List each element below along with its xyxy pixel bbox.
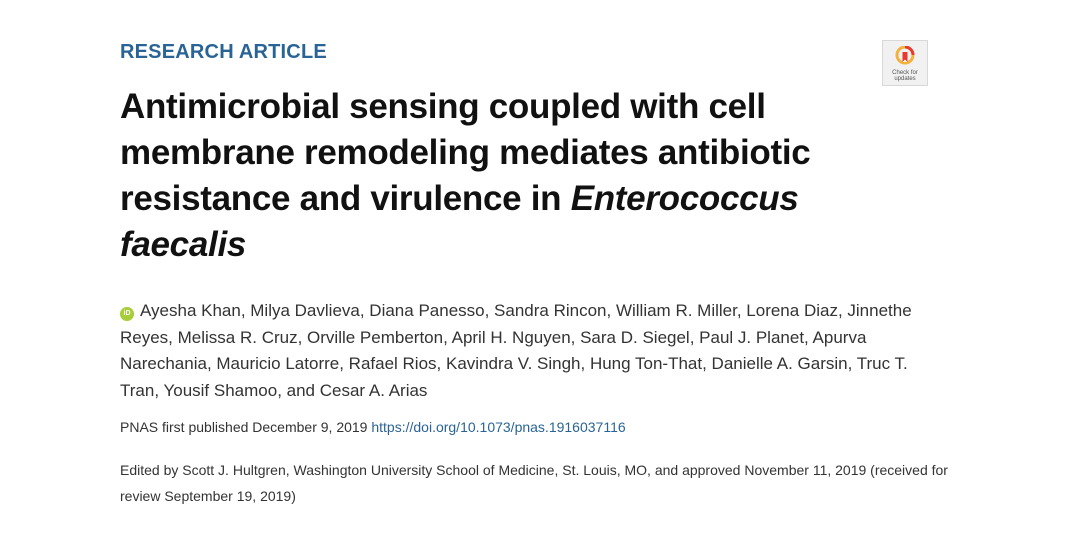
- check-for-updates-label: Check for updates: [892, 70, 918, 82]
- article-title-species: Enterococcus faecalis: [120, 179, 799, 264]
- author-names: Ayesha Khan, Milya Davlieva, Diana Panes…: [120, 301, 912, 400]
- article-type-label: RESEARCH ARTICLE: [120, 41, 327, 63]
- doi-link[interactable]: https://doi.org/10.1073/pnas.1916037116: [371, 419, 626, 435]
- published-date-text: PNAS first published December 9, 2019: [120, 419, 372, 435]
- orcid-icon[interactable]: iD: [120, 307, 134, 321]
- author-list: iD Ayesha Khan, Milya Davlieva, Diana Pan…: [120, 298, 930, 404]
- publication-info: PNAS first published December 9, 2019 ht…: [120, 419, 626, 435]
- article-title: Antimicrobial sensing coupled with cell …: [120, 84, 860, 268]
- check-for-updates-button[interactable]: Check for updates: [882, 40, 928, 86]
- edited-by-text: Edited by Scott J. Hultgren, Washington …: [120, 462, 948, 504]
- check-for-updates-icon: [895, 46, 915, 65]
- article-title-main: Antimicrobial sensing coupled with cell …: [120, 87, 811, 218]
